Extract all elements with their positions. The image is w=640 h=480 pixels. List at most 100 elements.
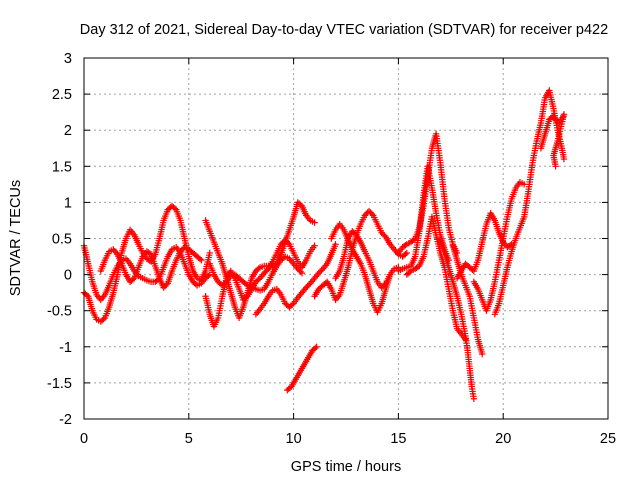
data-point [205,272,212,280]
series-track-c [97,243,205,291]
data-point [295,267,303,274]
data-point [381,281,388,288]
series-track-a [80,202,213,325]
axis-ticks: 0 5 10 15 20 25 -2 -1.5 -1 -0.5 0 0.5 1 1.5 2 2.5 3 [47,51,616,447]
data-point [402,242,409,249]
data-point [261,269,268,277]
series-track-h [284,343,320,394]
data-point [198,256,205,264]
series-track-r [470,178,528,314]
data-point [406,268,413,276]
series-track-i [311,207,410,304]
data-point [255,276,262,283]
series-track-j [328,220,402,316]
data-point [242,281,250,288]
data-point [479,350,486,358]
series-track-t [537,111,568,170]
data-point [161,282,169,290]
y-tick-label: -1.5 [47,376,72,392]
series-track-p [449,242,486,358]
data-point [368,210,376,218]
data-point [386,271,394,278]
data-point [315,269,322,277]
y-tick-label: 2 [64,123,72,139]
x-axis-label: GPS time / hours [291,459,401,475]
data-point [283,238,290,245]
y-tick-label: -2 [59,412,72,428]
x-tick-label: 15 [390,431,406,447]
data-point [316,268,324,275]
data-points [80,87,568,402]
data-point [381,232,388,239]
data-point [410,236,417,243]
data-point [402,250,409,258]
data-point [177,248,184,255]
data-point [279,239,286,247]
data-point [284,239,292,247]
data-point [282,236,289,244]
data-point [304,282,311,290]
y-tick-label: -0.5 [47,304,72,320]
data-point [305,281,313,288]
data-point [365,207,373,215]
data-point [100,315,107,323]
data-point [289,301,296,308]
series-track-k [332,228,394,291]
data-point [206,249,213,257]
data-point [221,279,229,287]
data-point [171,205,179,212]
data-point [297,268,304,275]
data-point [294,265,301,273]
series-track-s [491,87,568,318]
data-point [378,284,385,291]
series-track-o [437,235,478,402]
data-point [277,241,285,248]
data-point [332,241,339,248]
data-point [560,155,568,163]
data-point [129,276,137,283]
data-point [552,163,559,170]
data-point [363,210,370,218]
series-track-q [453,210,515,282]
y-tick-label: 3 [64,51,72,67]
data-point [318,267,325,274]
y-tick-label: 0 [64,268,72,284]
x-tick-label: 0 [80,431,88,447]
data-point [196,255,204,263]
data-point [163,281,170,288]
data-point [298,269,306,277]
data-point [311,242,318,249]
y-tick-label: 2.5 [52,87,72,103]
x-tick-label: 20 [495,431,511,447]
data-point [379,230,387,238]
chart-title: Day 312 of 2021, Sidereal Day-to-day VTE… [80,22,608,38]
data-point [361,212,369,219]
series-track-f [206,253,306,294]
data-point [146,250,153,257]
data-point [302,284,310,291]
series-track-g [252,241,339,318]
y-tick-label: 1 [64,195,72,211]
x-tick-label: 10 [286,431,302,447]
data-point [311,219,318,226]
y-tick-label: 0.5 [52,232,72,248]
data-point [160,284,167,291]
y-tick-label: 1.5 [52,159,72,175]
data-point [403,249,410,257]
data-point [262,268,269,275]
data-point [470,395,478,402]
x-tick-label: 25 [600,431,616,447]
data-point [83,291,90,299]
data-point [313,343,320,350]
data-point [178,246,186,254]
data-point [378,229,385,236]
y-axis-label: SDTVAR / TECUs [8,180,24,296]
y-tick-label: -1 [59,340,72,356]
data-point [379,282,387,290]
data-point [367,209,374,216]
data-point [263,267,271,274]
data-point [312,344,319,352]
